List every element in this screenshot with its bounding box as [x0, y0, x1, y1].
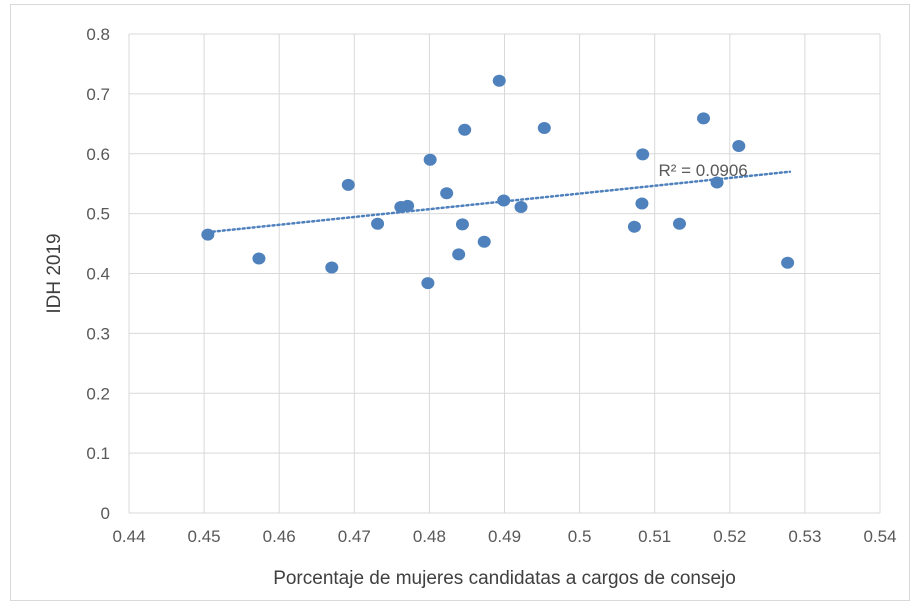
x-tick-label: 0.44: [112, 527, 145, 546]
data-point: [732, 139, 746, 152]
gridlines: [128, 33, 881, 514]
data-point: [497, 194, 511, 207]
data-point: [423, 153, 437, 166]
data-point: [440, 187, 454, 200]
data-point: [325, 261, 339, 274]
y-tick-label: 0.4: [86, 265, 110, 284]
data-point: [697, 112, 711, 125]
data-point: [537, 122, 551, 135]
data-point: [627, 220, 641, 233]
x-tick-label: 0.54: [863, 527, 896, 546]
r-squared-annotation: R² = 0.0906: [658, 161, 747, 180]
tick-labels: 0.44 0.45 0.46 0.47 0.48 0.49 0.5 0.51 0.52 0.53 0…: [86, 25, 896, 546]
y-tick-label: 0.8: [86, 25, 110, 44]
data-point: [341, 178, 355, 191]
data-point: [636, 148, 650, 161]
data-point: [201, 228, 215, 241]
x-axis-title: Porcentaje de mujeres candidatas a cargo…: [273, 568, 736, 589]
data-point: [710, 176, 724, 189]
data-points: [201, 74, 795, 290]
x-tick-label: 0.53: [788, 527, 821, 546]
y-tick-label: 0: [101, 504, 110, 523]
chart-frame: 0.44 0.45 0.46 0.47 0.48 0.49 0.5 0.51 0.52 0.53 0…: [10, 4, 910, 601]
data-point: [458, 123, 472, 136]
y-axis-title: IDH 2019: [44, 233, 65, 313]
data-point: [514, 201, 528, 214]
x-tick-label: 0.52: [713, 527, 746, 546]
data-point: [635, 197, 649, 210]
x-tick-label: 0.49: [488, 527, 521, 546]
y-tick-label: 0.7: [86, 85, 110, 104]
x-tick-label: 0.46: [263, 527, 296, 546]
data-point: [477, 235, 491, 248]
data-point: [455, 218, 469, 231]
data-point: [672, 217, 686, 230]
data-point: [401, 199, 415, 212]
data-point: [781, 256, 795, 269]
data-point: [492, 74, 506, 87]
data-point: [452, 248, 466, 261]
scatter-chart: 0.44 0.45 0.46 0.47 0.48 0.49 0.5 0.51 0.52 0.53 0…: [44, 25, 897, 589]
y-tick-label: 0.3: [86, 324, 110, 343]
y-tick-label: 0.6: [86, 145, 110, 164]
y-tick-label: 0.2: [86, 384, 110, 403]
x-tick-label: 0.45: [188, 527, 221, 546]
y-tick-label: 0.1: [86, 444, 110, 463]
x-tick-label: 0.5: [568, 527, 592, 546]
x-tick-label: 0.48: [413, 527, 446, 546]
data-point: [252, 252, 266, 265]
data-point: [421, 277, 435, 290]
x-tick-label: 0.47: [338, 527, 371, 546]
x-tick-label: 0.51: [638, 527, 671, 546]
y-tick-label: 0.5: [86, 205, 110, 224]
data-point: [371, 217, 385, 230]
